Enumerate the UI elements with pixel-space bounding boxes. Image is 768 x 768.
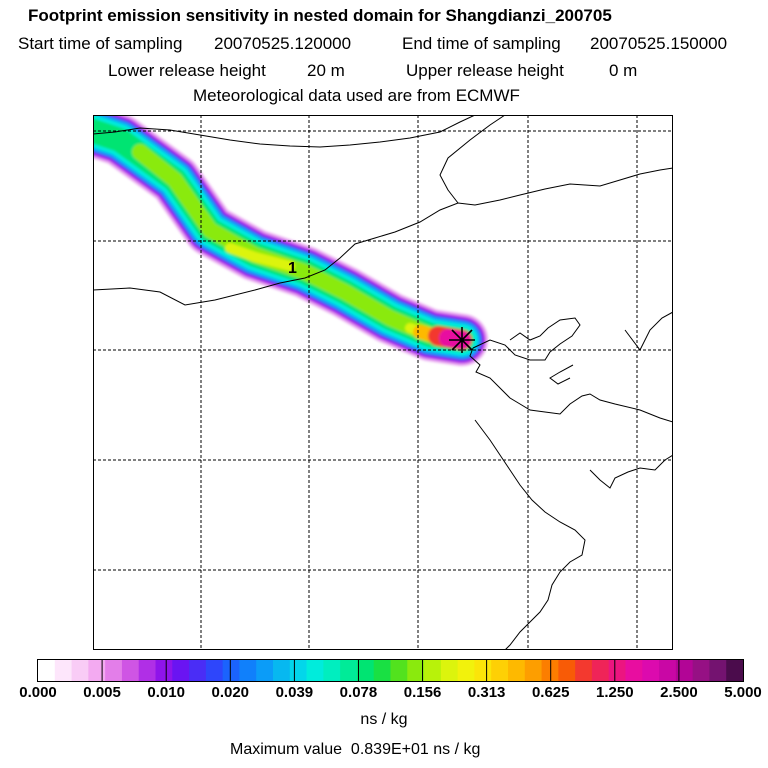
colorbar-cell <box>591 660 610 681</box>
lat-lon-grid <box>93 115 673 650</box>
colorbar-cell <box>356 660 375 681</box>
met-data-line: Meteorological data used are from ECMWF <box>193 86 520 105</box>
colorbar-cell <box>726 660 744 681</box>
colorbar-cell <box>222 660 241 681</box>
max-value: 0.839E+01 <box>350 741 429 758</box>
colorbar-cell <box>524 660 543 681</box>
colorbar-cell <box>642 660 660 681</box>
map-frame <box>93 115 673 650</box>
upper-height-label: Upper release height <box>406 61 564 80</box>
colorbar-tick-label: 0.020 <box>211 684 250 701</box>
colorbar-cell <box>71 660 89 681</box>
lower-height-value: 20 m <box>307 61 345 80</box>
colorbar-cell <box>424 660 442 681</box>
colorbar-tick-label: 0.625 <box>531 684 570 701</box>
colorbar-cell <box>407 660 425 681</box>
colorbar-cell <box>105 660 123 681</box>
colorbar-frame <box>37 659 744 682</box>
release-label: 1 <box>288 260 297 277</box>
colorbar-cell <box>709 660 727 681</box>
colorbar-cell <box>273 660 291 681</box>
upper-height-value: 0 m <box>609 61 638 80</box>
colorbar-cell <box>373 660 392 681</box>
colorbar-cell <box>474 660 492 681</box>
lower-height-label: Lower release height <box>108 61 266 80</box>
max-value-label: Maximum value <box>230 741 343 758</box>
coastlines <box>93 115 673 650</box>
colorbar-cell <box>138 660 157 681</box>
colorbar-cell <box>659 660 677 681</box>
start-time-label: Start time of sampling <box>18 34 183 53</box>
colorbar-tick-label: 0.005 <box>83 684 121 701</box>
colorbar-tick-label: 5.000 <box>724 684 762 701</box>
colorbar-tick-label: 0.000 <box>19 684 57 701</box>
colorbar-cell <box>625 660 643 681</box>
colorbar-cell <box>508 660 526 681</box>
colorbar-cell <box>608 660 627 681</box>
end-time-label: End time of sampling <box>402 34 561 53</box>
station-star-icon <box>449 327 475 353</box>
colorbar-tick-label: 2.500 <box>660 684 698 701</box>
colorbar-cell <box>239 660 257 681</box>
colorbar-cell <box>440 660 459 681</box>
colorbar-cell <box>189 660 207 681</box>
plot-title: Footprint emission sensitivity in nested… <box>28 6 612 25</box>
colorbar-cell <box>88 660 106 681</box>
footprint-plume <box>93 115 488 366</box>
colorbar-cell <box>205 660 224 681</box>
colorbar-cell <box>54 660 73 681</box>
colorbar-tick-label: 0.156 <box>403 684 442 701</box>
colorbar-tick-label: 0.313 <box>467 684 506 701</box>
colorbar-cell <box>155 660 173 681</box>
colorbar-tick-label: 0.010 <box>147 684 185 701</box>
colorbar-cell <box>575 660 593 681</box>
colorbar-cell <box>390 660 408 681</box>
colorbar-tick-label: 0.078 <box>339 684 378 701</box>
colorbar-cell <box>675 660 694 681</box>
colorbar-cell <box>256 660 274 681</box>
max-value-units: ns / kg <box>433 741 481 758</box>
colorbar-cell <box>172 660 190 681</box>
colorbar-cell <box>491 660 509 681</box>
colorbar-cell <box>306 660 324 681</box>
end-time-value: 20070525.150000 <box>590 34 728 53</box>
maximum-value-line: Maximum value 0.839E+01 ns / kg <box>230 741 480 759</box>
colorbar-cell <box>121 660 140 681</box>
colorbar-cell <box>692 660 711 681</box>
colorbar-cell <box>340 660 358 681</box>
colorbar-cell <box>289 660 308 681</box>
colorbar-cell <box>323 660 341 681</box>
colorbar-cell <box>457 660 476 681</box>
colorbar-cell <box>38 660 56 681</box>
start-time-value: 20070525.120000 <box>214 34 352 53</box>
colorbar-tick-label: 1.250 <box>596 684 634 701</box>
colorbar-tick-label: 0.039 <box>275 684 314 701</box>
colorbar-cell <box>558 660 576 681</box>
colorbar-units: ns / kg <box>360 711 408 728</box>
